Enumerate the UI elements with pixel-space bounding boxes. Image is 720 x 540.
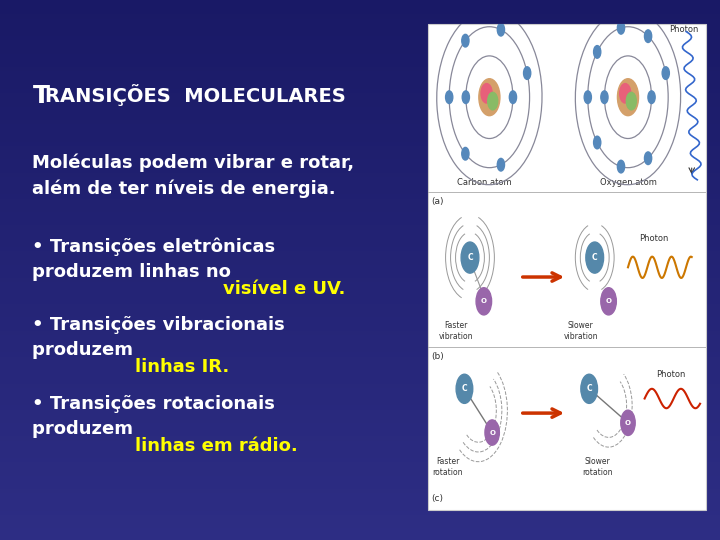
Circle shape [621,410,635,435]
Text: Photon: Photon [670,25,699,33]
Circle shape [462,91,469,104]
Circle shape [509,91,516,104]
Circle shape [476,288,492,315]
Circle shape [648,91,655,104]
Text: C: C [592,253,598,262]
FancyBboxPatch shape [428,24,706,510]
Circle shape [618,160,625,173]
Text: Faster
vibration: Faster vibration [439,321,473,341]
Text: linhas em rádio.: linhas em rádio. [135,437,297,455]
Circle shape [461,242,479,273]
Text: Photon: Photon [639,234,668,242]
Circle shape [487,92,498,110]
Circle shape [618,79,639,116]
Circle shape [481,84,492,103]
Text: linhas IR.: linhas IR. [135,358,229,376]
Circle shape [618,22,625,34]
Text: • Transições rotacionais
produzem: • Transições rotacionais produzem [32,395,275,438]
Text: Carbon atom: Carbon atom [456,178,511,187]
Text: (c): (c) [431,494,444,503]
Text: T: T [32,84,50,107]
Circle shape [462,35,469,47]
Circle shape [662,67,670,79]
Text: C: C [462,384,467,393]
Circle shape [462,147,469,160]
Circle shape [600,288,616,315]
Circle shape [584,91,591,104]
Circle shape [593,136,600,149]
Text: Moléculas podem vibrar e rotar,
além de ter níveis de energia.: Moléculas podem vibrar e rotar, além de … [32,154,354,198]
Circle shape [479,79,500,116]
Text: O: O [606,298,611,305]
Circle shape [498,158,505,171]
Circle shape [523,67,531,79]
Text: Slower
vibration: Slower vibration [564,321,598,341]
Circle shape [620,84,631,103]
Text: Faster
rotation: Faster rotation [433,457,463,477]
Text: Photon: Photon [656,370,685,379]
Text: (b): (b) [431,352,444,361]
Text: C: C [586,384,592,393]
Text: Oxygen atom: Oxygen atom [600,178,657,187]
Text: visível e UV.: visível e UV. [223,280,346,298]
Circle shape [456,374,473,403]
Text: RANSIÇÕES  MOLECULARES: RANSIÇÕES MOLECULARES [45,84,346,106]
Text: (a): (a) [431,197,444,206]
Circle shape [600,91,608,104]
Circle shape [586,242,603,273]
Text: O: O [489,429,495,436]
Text: O: O [625,420,631,426]
Text: C: C [467,253,473,262]
Text: • Transições vibracionais
produzem: • Transições vibracionais produzem [32,316,285,359]
Circle shape [446,91,453,104]
Circle shape [626,92,636,110]
Circle shape [644,30,652,43]
Circle shape [644,152,652,165]
Circle shape [498,23,505,36]
Text: • Transições eletrônicas
produzem linhas no: • Transições eletrônicas produzem linhas… [32,238,276,281]
Text: O: O [481,298,487,305]
Circle shape [485,420,500,445]
Circle shape [593,45,600,58]
Text: Slower
rotation: Slower rotation [582,457,613,477]
Circle shape [581,374,598,403]
